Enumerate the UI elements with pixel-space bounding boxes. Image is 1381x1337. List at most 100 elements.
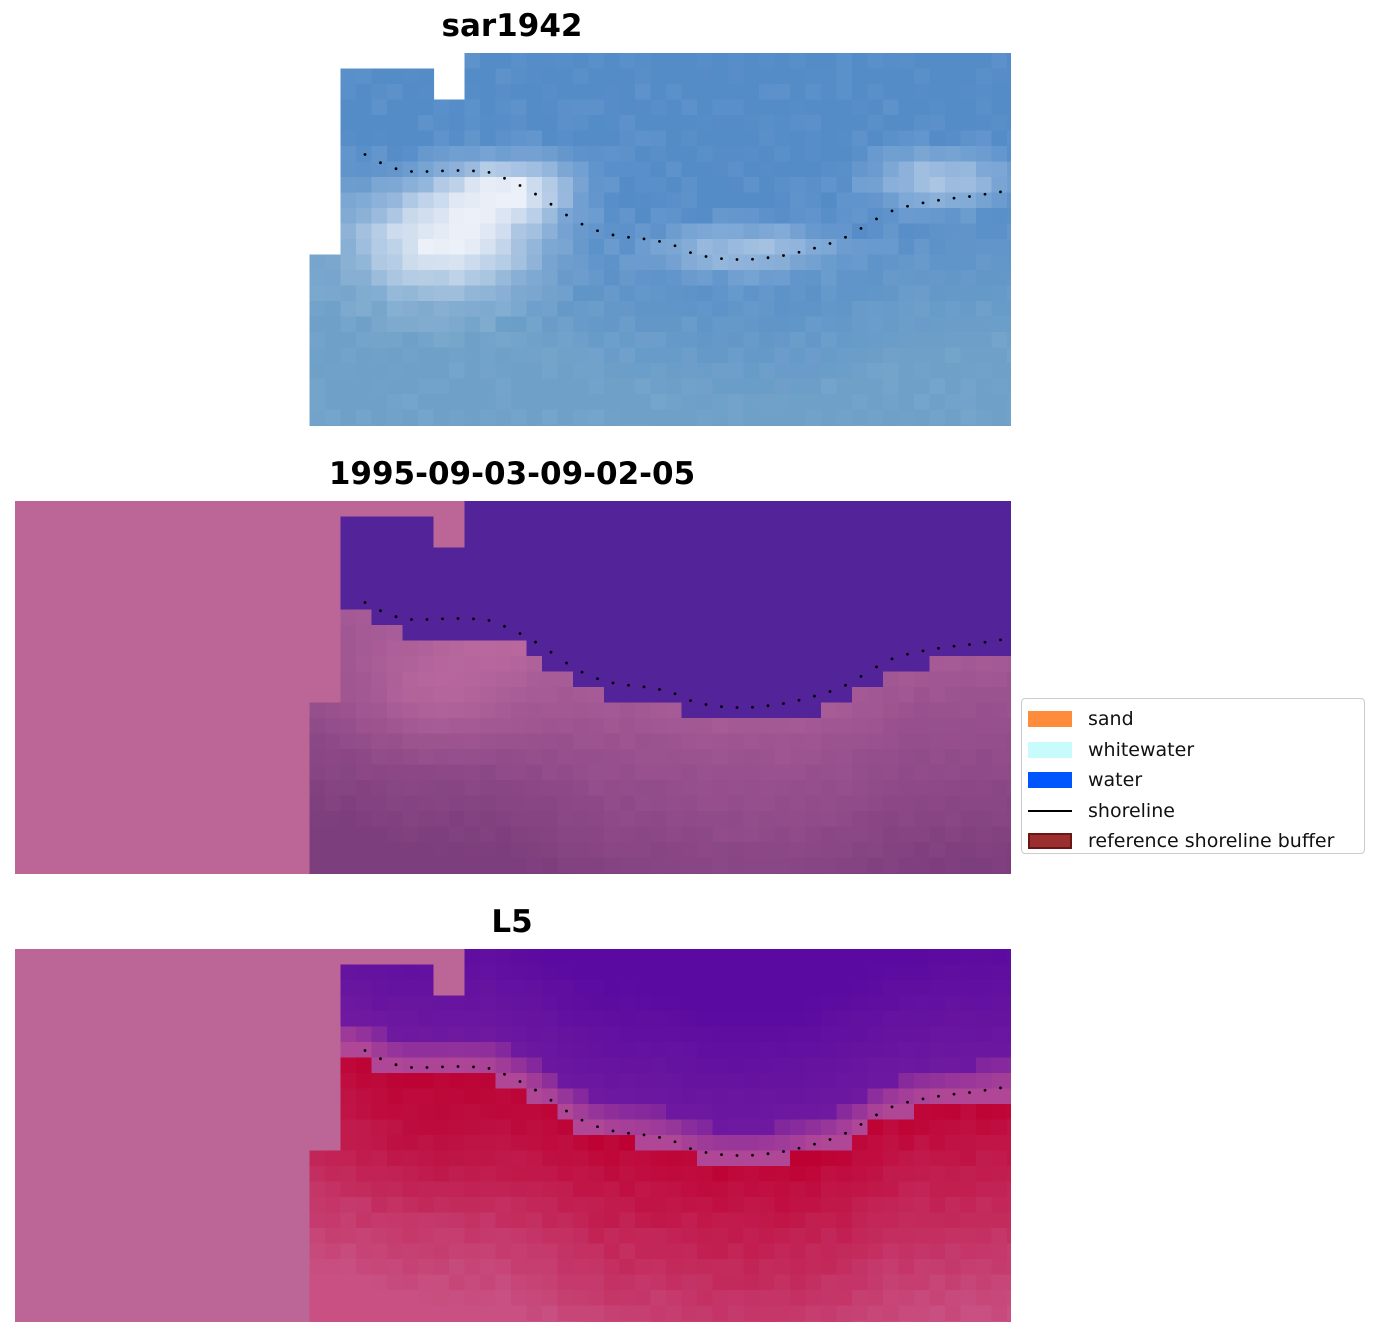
shoreline-point: [611, 233, 615, 237]
shoreline-point: [627, 235, 630, 239]
shoreline-point: [363, 601, 367, 604]
shoreline-point: [906, 204, 909, 208]
shoreline-point: [720, 1153, 723, 1157]
shoreline-point: [410, 618, 413, 621]
legend-item-sand: sand: [1028, 704, 1358, 735]
shoreline-point: [472, 169, 475, 173]
shoreline-point: [751, 257, 754, 261]
shoreline-point: [627, 683, 630, 687]
shoreline-point: [503, 1072, 506, 1076]
shoreline-point: [983, 640, 987, 644]
shoreline-point: [580, 222, 584, 226]
shoreline-point: [658, 240, 661, 243]
shoreline-point: [906, 652, 909, 656]
legend-item-whitewater: whitewater: [1028, 735, 1358, 766]
shoreline-point: [487, 619, 491, 622]
shoreline-point: [441, 1065, 444, 1069]
panel-title-sar: sar1942: [441, 8, 583, 44]
shoreline-point: [487, 1067, 491, 1070]
legend-label: shoreline: [1088, 799, 1175, 822]
shoreline-point: [503, 176, 506, 180]
shoreline-point: [456, 617, 460, 620]
shoreline-point: [518, 1080, 522, 1083]
shoreline-point: [689, 1147, 692, 1151]
shoreline-point: [534, 640, 537, 644]
shoreline-point: [797, 250, 801, 254]
shoreline-point: [425, 618, 429, 621]
shoreline-point: [844, 235, 847, 239]
shoreline-point: [937, 646, 940, 650]
shoreline-point: [673, 244, 677, 248]
reference-buffer-swatch-icon: [1028, 833, 1072, 850]
shoreline-point: [472, 617, 475, 621]
water-swatch-icon: [1028, 772, 1072, 789]
legend: sand whitewater water shoreline referenc…: [1021, 698, 1365, 854]
shoreline-point: [983, 1088, 987, 1092]
shoreline-point: [766, 704, 770, 708]
shoreline-point: [828, 1138, 832, 1141]
shoreline-point: [410, 170, 413, 173]
shoreline-point: [379, 609, 382, 613]
shoreline-point: [549, 1098, 553, 1102]
shoreline-point: [627, 1131, 630, 1135]
shoreline-point: [921, 201, 925, 205]
shoreline-point: [937, 198, 940, 202]
shoreline-point: [704, 255, 708, 258]
shoreline-point: [890, 657, 894, 661]
legend-label: sand: [1088, 708, 1134, 731]
shoreline-point: [642, 237, 646, 241]
shoreline-point: [983, 192, 987, 196]
shoreline-point: [363, 153, 367, 156]
shoreline-line-icon: [1028, 809, 1072, 812]
index-image-panel: [15, 949, 1011, 1322]
legend-item-water: water: [1028, 765, 1358, 796]
shoreline-point: [673, 1140, 677, 1144]
shoreline-point: [379, 161, 382, 165]
shoreline-point: [565, 1109, 568, 1113]
legend-label: water: [1088, 769, 1143, 792]
shoreline-point: [813, 246, 816, 250]
shoreline-point: [751, 705, 754, 709]
shoreline-point: [968, 195, 971, 198]
shoreline-point: [875, 665, 878, 669]
shoreline-point: [596, 677, 599, 681]
shoreline-point: [766, 256, 770, 260]
shoreline-point: [503, 624, 506, 628]
shoreline-point: [875, 217, 878, 221]
shoreline-point: [735, 706, 739, 709]
shoreline-point: [673, 692, 677, 696]
shoreline-point: [813, 694, 816, 698]
shoreline-point: [611, 681, 615, 685]
shoreline-point: [518, 632, 522, 635]
shoreline-point: [968, 1091, 971, 1094]
shoreline-point: [766, 1152, 770, 1156]
legend-label: reference shoreline buffer: [1088, 830, 1335, 853]
classification-image-panel: [15, 501, 1011, 874]
shoreline-point: [782, 1150, 785, 1153]
shoreline-point: [875, 1113, 878, 1117]
shoreline-point: [828, 242, 832, 245]
shoreline-point: [797, 698, 801, 702]
panel-title-index: L5: [491, 904, 533, 940]
shoreline-point: [813, 1142, 816, 1146]
shoreline-point: [363, 1049, 367, 1052]
shoreline-point: [735, 1154, 739, 1157]
shoreline-point: [859, 674, 863, 678]
shoreline-point: [999, 638, 1002, 642]
shoreline-point: [797, 1146, 801, 1150]
whitewater-swatch-icon: [1028, 741, 1072, 758]
shoreline-point: [611, 1129, 615, 1133]
shoreline-point: [999, 190, 1002, 194]
shoreline-point: [689, 251, 692, 255]
shoreline-point: [735, 258, 739, 261]
shoreline-point: [890, 209, 894, 213]
shoreline-point: [689, 699, 692, 703]
shoreline-point: [751, 1153, 754, 1157]
shoreline-point: [596, 1125, 599, 1129]
shoreline-point: [642, 685, 646, 689]
sand-swatch-icon: [1028, 711, 1072, 728]
shoreline-point: [828, 690, 832, 693]
shoreline-point: [937, 1094, 940, 1098]
shoreline-point: [394, 1063, 398, 1067]
shoreline-point: [921, 649, 925, 653]
